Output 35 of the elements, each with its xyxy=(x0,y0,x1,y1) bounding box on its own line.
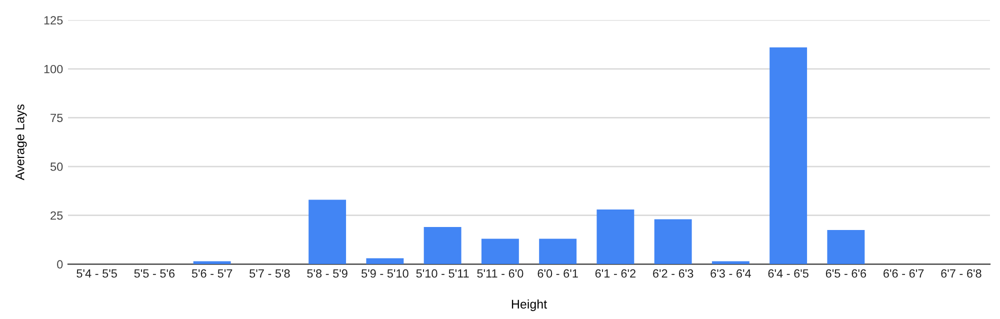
x-tick-label: 6'0 - 6'1 xyxy=(538,269,578,278)
x-tick-label: 5'5 - 5'6 xyxy=(134,269,175,278)
bar xyxy=(308,200,346,264)
x-tick-label: 6'7 - 6'8 xyxy=(941,269,982,278)
bar xyxy=(366,258,404,264)
x-tick-label: 5'7 - 5'8 xyxy=(250,269,290,278)
x-tick-label: 5'4 - 5'5 xyxy=(76,269,117,278)
x-tick-label: 6'6 - 6'7 xyxy=(884,269,924,278)
x-tick-label: 5'9 - 5'10 xyxy=(362,269,408,278)
bar xyxy=(596,209,634,264)
bar xyxy=(539,238,577,264)
y-tick-label: 0 xyxy=(57,260,63,269)
x-tick-label: 6'4 - 6'5 xyxy=(768,269,808,278)
y-tick-label: 125 xyxy=(44,16,63,24)
x-tick-label: 6'3 - 6'4 xyxy=(710,269,751,278)
x-axis-title: Height xyxy=(512,299,547,312)
bar xyxy=(424,227,462,264)
x-tick-label: 5'11 - 6'0 xyxy=(477,269,524,278)
y-tick-label: 100 xyxy=(44,64,63,74)
y-tick-label: 75 xyxy=(50,114,63,122)
x-tick-label: 5'10 - 5'11 xyxy=(416,269,469,278)
bar xyxy=(712,261,750,264)
y-axis-title: Average Lays xyxy=(16,104,27,180)
x-tick-label: 5'6 - 5'7 xyxy=(192,269,232,278)
bar xyxy=(827,230,865,264)
x-tick-label: 6'2 - 6'3 xyxy=(653,269,694,278)
x-tick-label: 6'1 - 6'2 xyxy=(595,269,636,278)
y-tick-label: 50 xyxy=(50,162,63,171)
x-tick-label: 6'5 - 6'6 xyxy=(826,269,866,278)
bar xyxy=(770,47,808,264)
bar xyxy=(654,219,692,264)
y-tick-label: 25 xyxy=(50,211,63,220)
bar xyxy=(193,261,231,264)
x-tick-label: 5'8 - 5'9 xyxy=(307,269,348,278)
bar xyxy=(481,238,519,264)
